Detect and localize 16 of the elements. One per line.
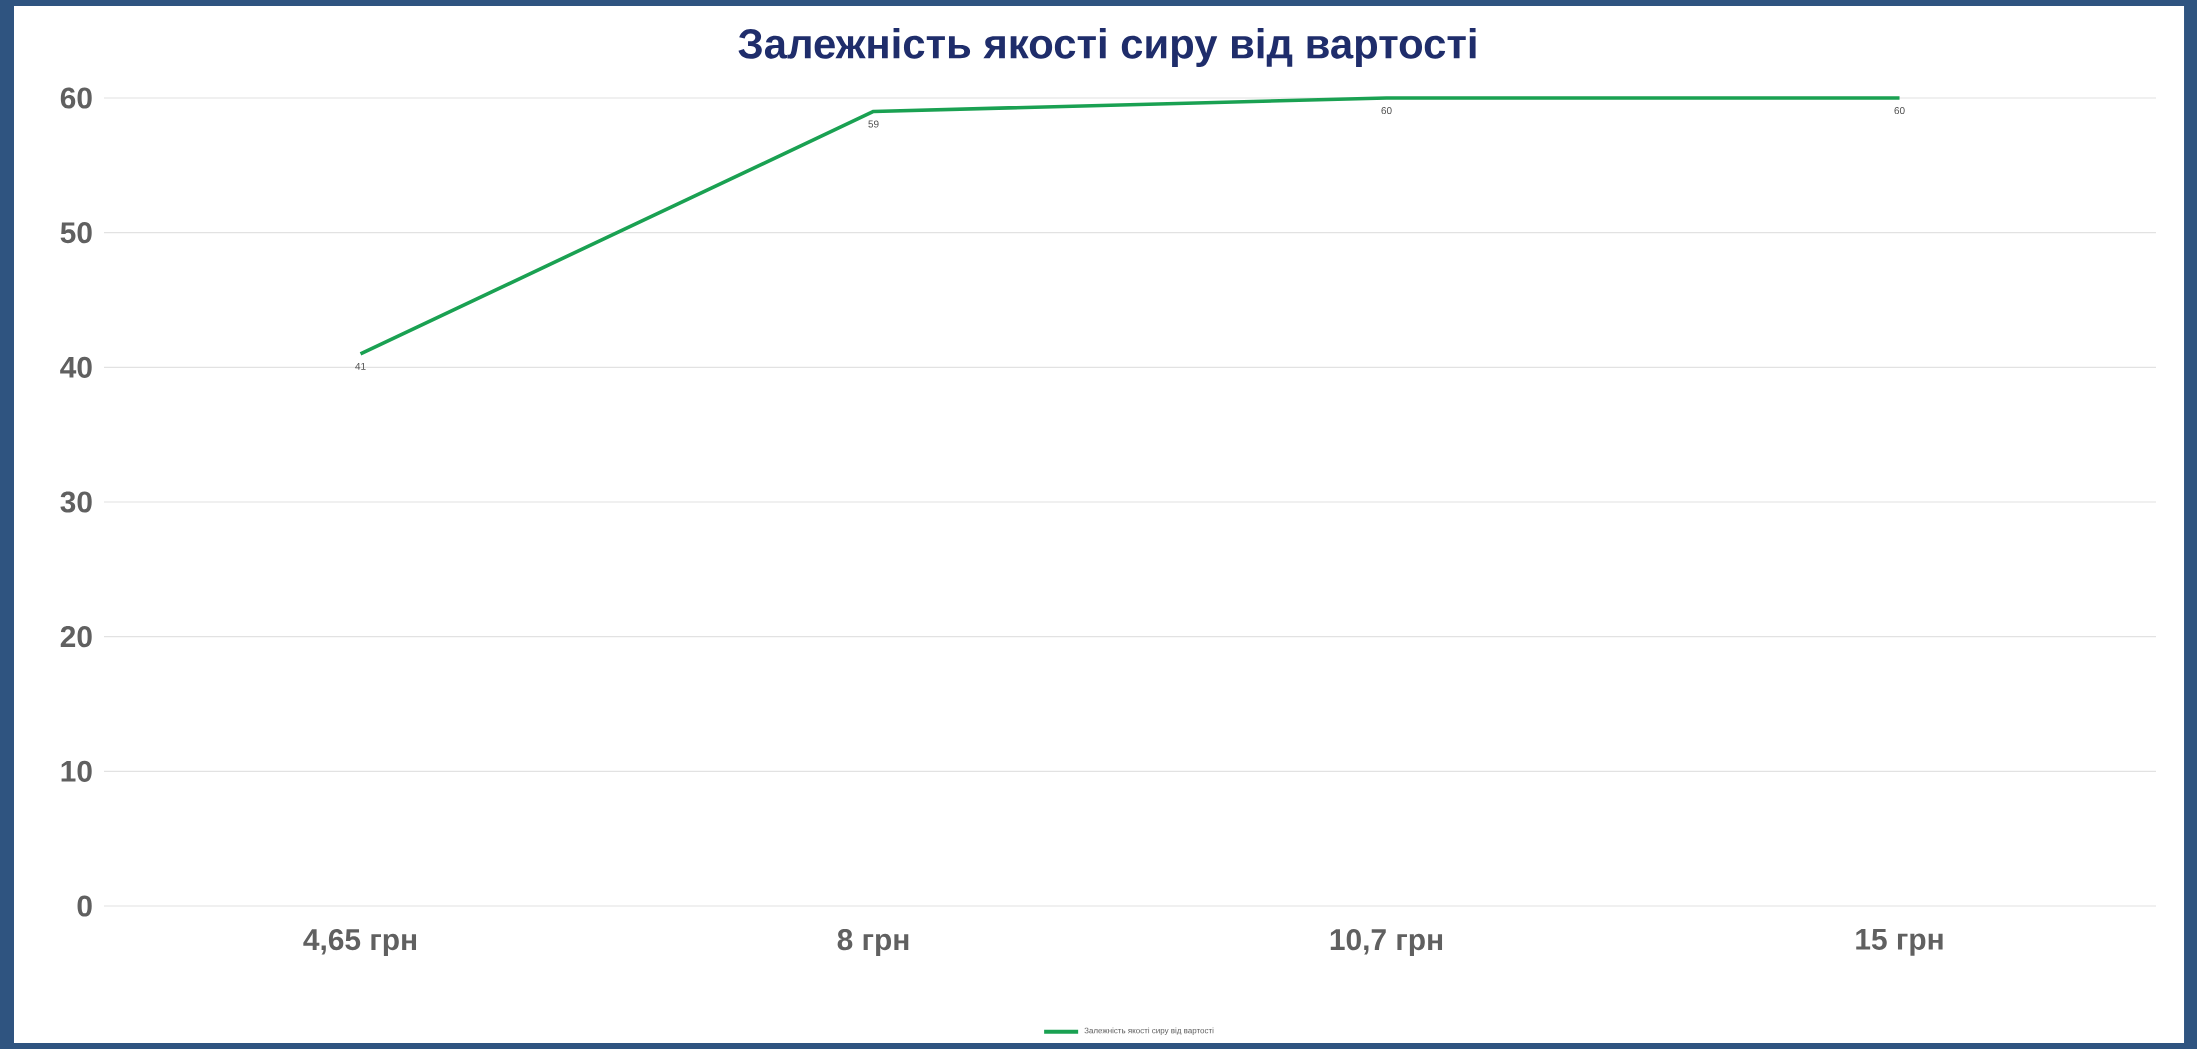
data-label: 59 [868, 120, 879, 128]
chart-title: Залежність якості сиру від вартості [738, 28, 1476, 67]
y-tick-label: 10 [61, 760, 92, 782]
y-tick-label: 0 [77, 895, 92, 917]
data-label: 41 [355, 362, 366, 370]
y-tick-label: 40 [60, 356, 92, 378]
y-tick-label: 60 [60, 87, 92, 109]
x-tick-label: 4,65 грн [303, 929, 417, 957]
y-tick-label: 30 [60, 491, 92, 513]
x-tick-label: 15 грн [1856, 929, 1943, 956]
x-tick-label: 8 грн [837, 929, 909, 957]
data-label: 60 [1381, 107, 1392, 115]
data-label: 60 [1894, 107, 1905, 115]
y-tick-label: 50 [60, 222, 92, 244]
y-tick-label: 20 [60, 626, 92, 648]
x-tick-label: 10,7 грн [1330, 929, 1443, 957]
